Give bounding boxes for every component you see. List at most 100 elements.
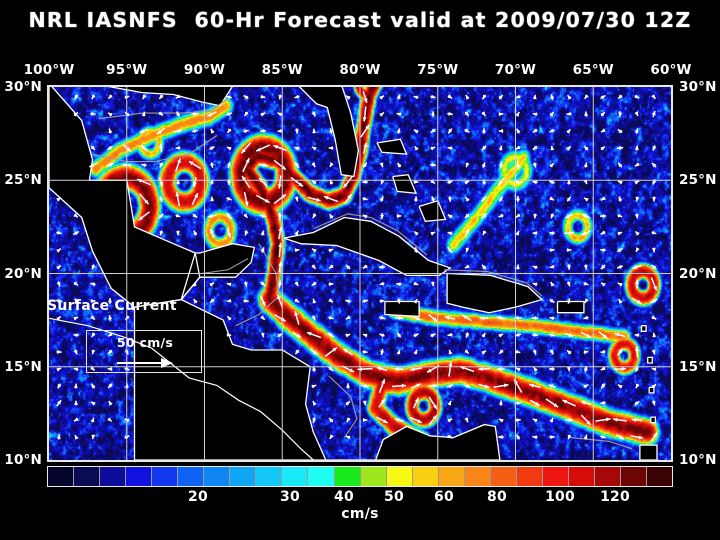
current-vector-arrow <box>174 158 182 172</box>
current-vector-arrow <box>482 128 486 134</box>
coastline-lesser4 <box>650 416 657 424</box>
current-vector-arrow <box>600 230 606 235</box>
current-vector-arrow <box>634 333 640 338</box>
current-vector-arrow <box>413 349 418 355</box>
current-vector-arrow <box>328 248 334 253</box>
current-vector-arrow <box>634 145 639 151</box>
current-vector-arrow <box>447 196 452 202</box>
current-vector-arrow <box>346 383 350 389</box>
current-vector-arrow <box>549 162 555 168</box>
current-vector-arrow <box>73 316 79 321</box>
current-vector-arrow <box>74 400 79 406</box>
current-vector-arrow <box>56 281 61 287</box>
current-vector-arrow <box>650 432 658 442</box>
current-vector-arrow <box>583 162 588 168</box>
current-vector-arrow <box>409 416 423 424</box>
current-vector-arrow <box>428 384 438 388</box>
bathymetry-contour-2 <box>235 243 280 327</box>
current-vector-arrow <box>481 264 487 270</box>
current-vector-arrow <box>90 299 96 303</box>
lon-tick-90w-top: 90°W <box>183 62 226 78</box>
current-vector-arrow <box>600 94 606 100</box>
current-vector-arrow <box>463 383 471 388</box>
current-vector-arrow <box>243 129 249 134</box>
current-vector-arrow <box>362 106 367 122</box>
current-vector-arrow <box>480 195 488 203</box>
current-vector-arrow <box>549 180 555 185</box>
current-vector-arrow <box>634 213 639 219</box>
current-vector-arrow <box>307 196 321 202</box>
current-vector-arrow <box>243 111 249 117</box>
current-vector-arrow <box>478 383 490 389</box>
current-vector-arrow <box>73 333 79 338</box>
current-vector-arrow <box>277 112 283 117</box>
vector-scale-label: 50 cm/s <box>116 335 174 350</box>
current-vector-arrow <box>362 418 368 422</box>
current-vector-arrow <box>515 213 521 219</box>
coastline-trinidad <box>639 444 658 460</box>
current-vector-arrow <box>616 264 624 269</box>
current-vector-arrow <box>566 145 572 151</box>
current-vector-arrow <box>175 213 181 218</box>
current-vector-arrow <box>616 247 624 253</box>
current-vector-arrow <box>430 231 436 236</box>
current-vector-arrow <box>567 434 572 440</box>
current-vector-arrow <box>564 231 574 235</box>
current-vector-arrow <box>73 383 78 389</box>
current-vector-arrow <box>430 146 436 151</box>
current-vector-arrow <box>260 128 266 133</box>
current-vector-arrow <box>532 349 537 355</box>
current-vector-arrow <box>278 242 283 258</box>
colorbar-tick-30: 30 <box>280 489 300 505</box>
current-vector-arrow <box>56 434 61 440</box>
current-vector-arrow <box>328 417 334 423</box>
current-vector-arrow <box>618 298 623 304</box>
current-vector-arrow <box>549 435 555 440</box>
current-vector-arrow <box>550 94 555 100</box>
coastline-bahamas1 <box>376 138 408 155</box>
current-vector-arrow <box>107 367 113 372</box>
current-vector-arrow <box>107 112 113 117</box>
current-vector-arrow <box>549 316 555 321</box>
current-vector-arrow <box>375 416 389 424</box>
current-vector-arrow <box>188 160 202 170</box>
current-vector-arrow <box>225 112 233 117</box>
current-vector-arrow <box>430 179 436 185</box>
colorbar-tick-labels: 20 30 40 50 60 80 100 120 <box>0 489 720 507</box>
current-vector-arrow <box>498 129 504 133</box>
current-vector-arrow <box>464 180 470 185</box>
current-vector-arrow <box>362 264 368 270</box>
current-vector-arrow <box>362 299 368 304</box>
current-vector-arrow <box>173 129 183 133</box>
current-vector-arrow <box>56 248 62 253</box>
current-vector-arrow <box>191 192 199 206</box>
colorbar-swatch-3 <box>126 467 153 486</box>
current-vector-arrow <box>345 333 351 338</box>
current-vector-arrow <box>651 94 657 100</box>
legend-title: Surface Current <box>47 298 177 314</box>
coastline-bahamas2 <box>392 173 418 195</box>
current-vector-arrow <box>344 193 352 205</box>
current-vector-arrow <box>324 346 338 358</box>
current-vector-arrow <box>651 264 657 270</box>
current-vector-arrow <box>328 282 334 287</box>
current-vector-arrow <box>175 94 181 99</box>
current-vector-arrow <box>260 230 265 236</box>
lon-tick-60w-top: 60°W <box>650 62 692 78</box>
current-vector-arrow <box>616 145 624 150</box>
current-vector-arrow <box>549 248 555 253</box>
current-vector-arrow <box>312 400 317 406</box>
current-vector-arrow <box>242 157 250 173</box>
right-arrow-icon <box>117 358 173 368</box>
current-vector-arrow <box>361 383 369 388</box>
current-vector-arrow <box>74 434 79 440</box>
current-vector-arrow <box>532 162 537 168</box>
current-vector-arrow <box>394 367 404 371</box>
current-vector-arrow <box>631 417 643 422</box>
colorbar-swatch-2 <box>100 467 127 486</box>
current-vector-arrow <box>259 213 267 218</box>
current-vector-arrow <box>91 94 96 100</box>
colorbar-swatch-23 <box>647 467 673 486</box>
current-vector-arrow <box>532 332 538 337</box>
current-vector-arrow <box>635 196 640 202</box>
